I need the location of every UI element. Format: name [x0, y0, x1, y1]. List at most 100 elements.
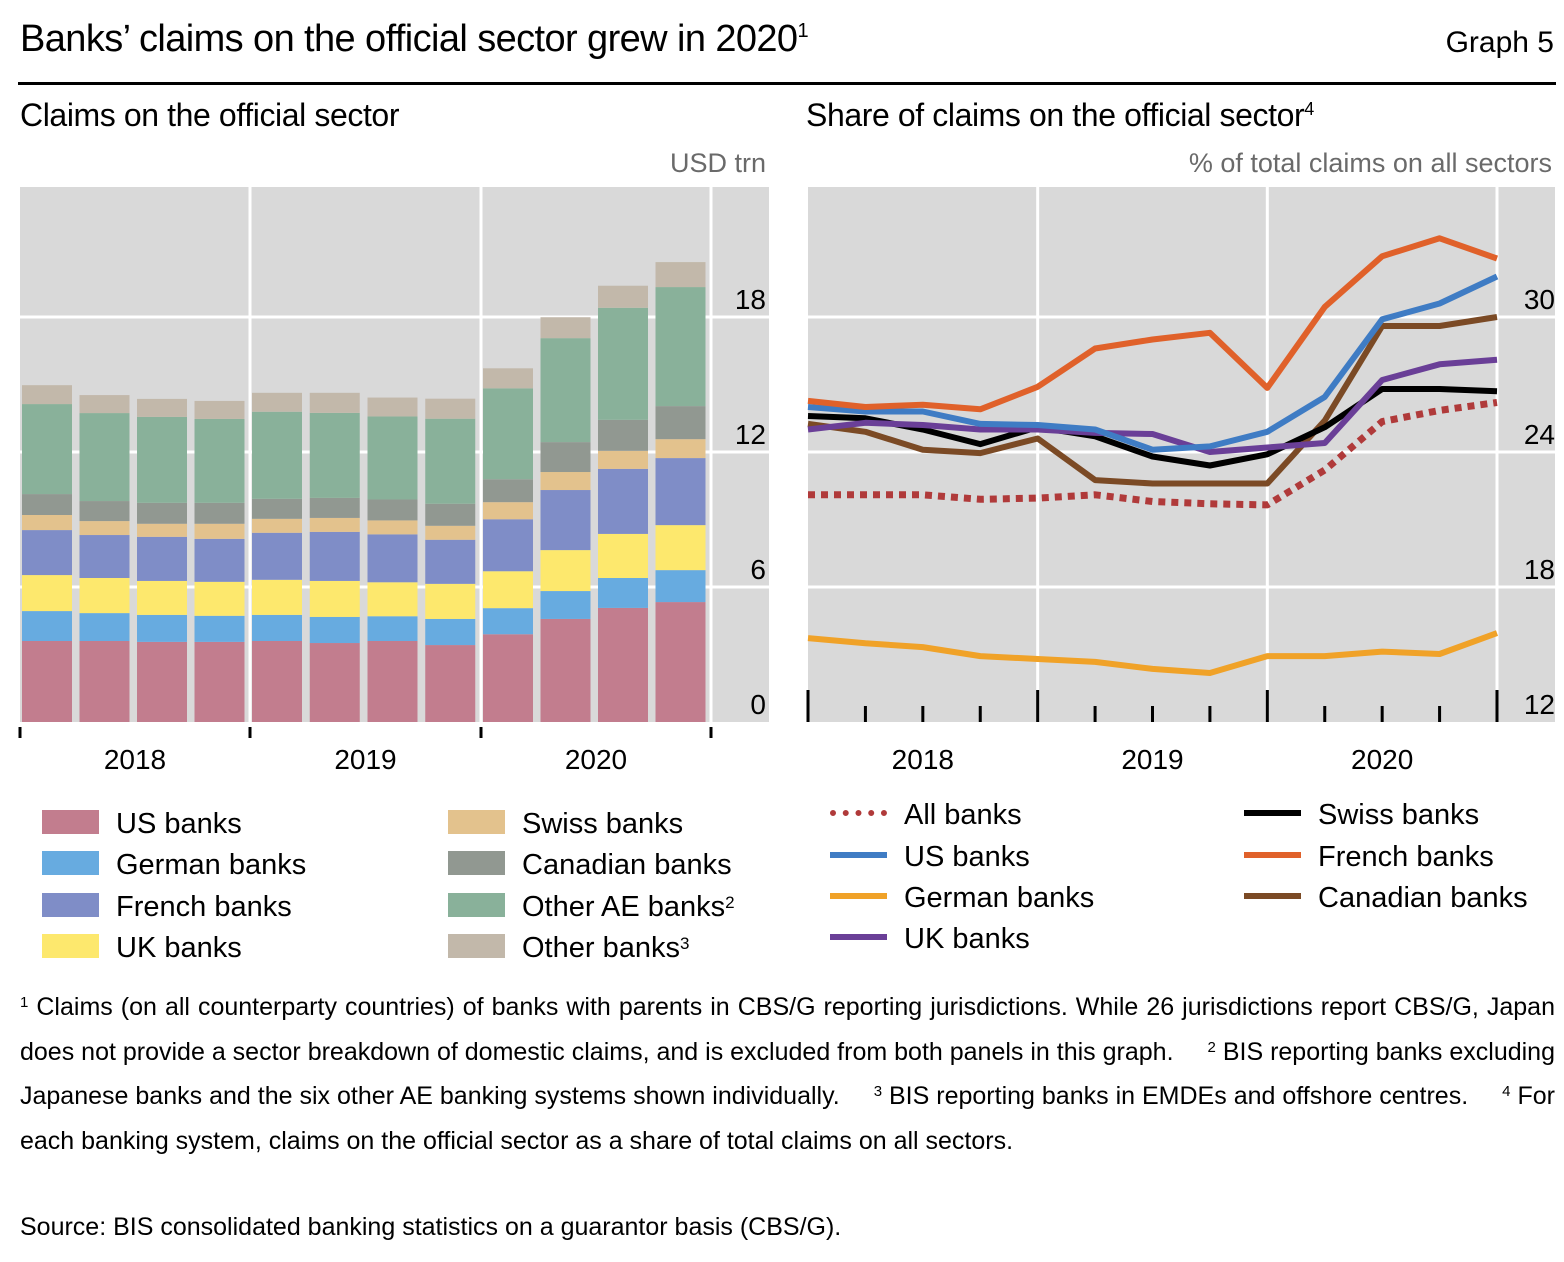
- footnote-2: BIS reporting banks excluding Japanese b…: [20, 1037, 1555, 1111]
- bar-segment-canadian: [483, 479, 533, 503]
- right-y-unit: % of total claims on all sectors: [1188, 148, 1552, 178]
- bar-segment-swiss: [425, 525, 476, 540]
- bar-segment-us: [79, 641, 130, 722]
- footnote-4: For each banking system, claims on the o…: [20, 1082, 1555, 1155]
- bar-segment-other: [137, 398, 187, 417]
- y-tick-label: 24: [1524, 419, 1555, 450]
- bar-segment-other: [425, 398, 476, 419]
- bar-segment-french: [22, 530, 72, 576]
- bar-segment-canadian: [309, 497, 360, 518]
- bar-segment-us: [425, 645, 476, 722]
- bar-segment-other_ae: [252, 411, 302, 499]
- bar-segment-us: [22, 641, 72, 722]
- bar-segment-swiss: [598, 450, 648, 469]
- legend-swatch: [448, 810, 505, 835]
- legend-label: Swiss banks: [1318, 799, 1480, 831]
- legend-line: [830, 893, 887, 900]
- left-panel-title: Claims on the official sector: [20, 97, 400, 133]
- legend-swatch: [448, 893, 505, 918]
- bar-segment-uk: [252, 579, 302, 615]
- right-panel-title: Share of claims on the official sector4: [806, 97, 1314, 134]
- bar-chart: 0 6 12 18 2018 2019 2020: [18, 187, 769, 775]
- bar-segment-other: [79, 395, 130, 414]
- bar-segment-us: [309, 643, 360, 722]
- legend-line: [1244, 810, 1301, 817]
- bar-segment-other: [598, 285, 648, 308]
- bar-segment-other: [655, 262, 706, 288]
- bar-segment-us: [655, 602, 706, 722]
- bar-segment-uk: [540, 550, 591, 592]
- bar-segment-us: [194, 641, 245, 722]
- bar-segment-french: [598, 468, 648, 534]
- bar-segment-french: [137, 536, 187, 581]
- bar-segment-uk: [79, 578, 130, 614]
- bar-segment-us: [137, 641, 187, 722]
- bar-segment-uk: [425, 583, 476, 619]
- y-tick-label: 18: [735, 284, 766, 315]
- bar-segment-other_ae: [655, 287, 706, 407]
- bar-segment-canadian: [194, 502, 245, 524]
- legend-item-french: French banks: [42, 887, 292, 927]
- bar-segment-other_ae: [79, 413, 130, 502]
- bar-segment-german: [22, 611, 72, 641]
- bar-segment-canadian: [137, 502, 187, 524]
- bar-segment-other: [483, 368, 533, 389]
- bar-segment-uk: [309, 580, 360, 617]
- x-tick-label: 2019: [334, 744, 396, 775]
- bar-segment-swiss: [252, 518, 302, 533]
- bar-segment-uk: [483, 571, 533, 609]
- legend-label: French banks: [1318, 841, 1494, 873]
- bar-segment-french: [483, 519, 533, 572]
- legend-label: UK banks: [904, 923, 1030, 955]
- legend-label: US banks: [904, 841, 1030, 873]
- bar-segment-other_ae: [367, 416, 418, 500]
- legend-item-canadian: Canadian banks: [448, 845, 732, 885]
- legend-label: Canadian banks: [522, 849, 732, 881]
- bar-segment-other_ae: [425, 418, 476, 504]
- bar-segment-other_ae: [309, 412, 360, 498]
- bar-segment-french: [79, 535, 130, 578]
- bar-segment-uk: [367, 582, 418, 617]
- bar-segment-other_ae: [540, 338, 591, 443]
- bar-segment-swiss: [655, 439, 706, 459]
- bar-segment-canadian: [79, 501, 130, 522]
- legend-label: French banks: [116, 891, 292, 923]
- y-tick-label: 30: [1524, 284, 1555, 315]
- bar-segment-uk: [655, 525, 706, 571]
- legend-label: Other banks: [522, 932, 680, 964]
- bar-segment-uk: [598, 533, 648, 578]
- bar-segment-german: [309, 616, 360, 644]
- bar-segment-other_ae: [194, 418, 245, 503]
- bar-segment-swiss: [540, 472, 591, 491]
- bar-segment-french: [425, 539, 476, 584]
- bar-segment-us: [252, 641, 302, 722]
- footnote-mark-4: 4: [1502, 1083, 1511, 1100]
- line-chart: 12 18 24 30 2018 2019 2020: [806, 187, 1555, 775]
- legend-item-german-line: German banks: [830, 878, 1094, 918]
- legend-item-swiss: Swiss banks: [448, 804, 683, 844]
- bar-segment-other_ae: [137, 416, 187, 503]
- bar-segment-canadian: [22, 494, 72, 515]
- legend-line: [1244, 852, 1301, 859]
- legend-label: All banks: [904, 799, 1022, 831]
- legend-item-uk: UK banks: [42, 928, 242, 968]
- footnotes: 1 Claims (on all counterparty countries)…: [20, 985, 1555, 1163]
- footnote-mark-3: 3: [873, 1083, 883, 1100]
- bar-segment-swiss: [309, 517, 360, 532]
- legend-item-us: US banks: [42, 804, 242, 844]
- bar-segment-canadian: [598, 419, 648, 451]
- bar-segment-us: [598, 607, 648, 722]
- legend-swatch: [42, 893, 99, 918]
- legend-item-canadian-line: Canadian banks: [1244, 878, 1528, 918]
- bar-segment-us: [540, 618, 591, 722]
- legend-line: [1244, 893, 1301, 900]
- legend-footnote-mark: 3: [679, 934, 690, 953]
- right-panel-title-text: Share of claims on the official sector: [806, 97, 1305, 133]
- legend-label: US banks: [116, 808, 242, 840]
- legend-label: German banks: [116, 849, 307, 881]
- bar-segment-french: [252, 532, 302, 580]
- bar-segment-french: [367, 534, 418, 583]
- legend-label: German banks: [904, 882, 1095, 914]
- charts-canvas: 0 6 12 18 2018 2019 2020 12 18 24 30 2018 2019 2020: [18, 187, 1555, 775]
- bar-segment-french: [309, 531, 360, 581]
